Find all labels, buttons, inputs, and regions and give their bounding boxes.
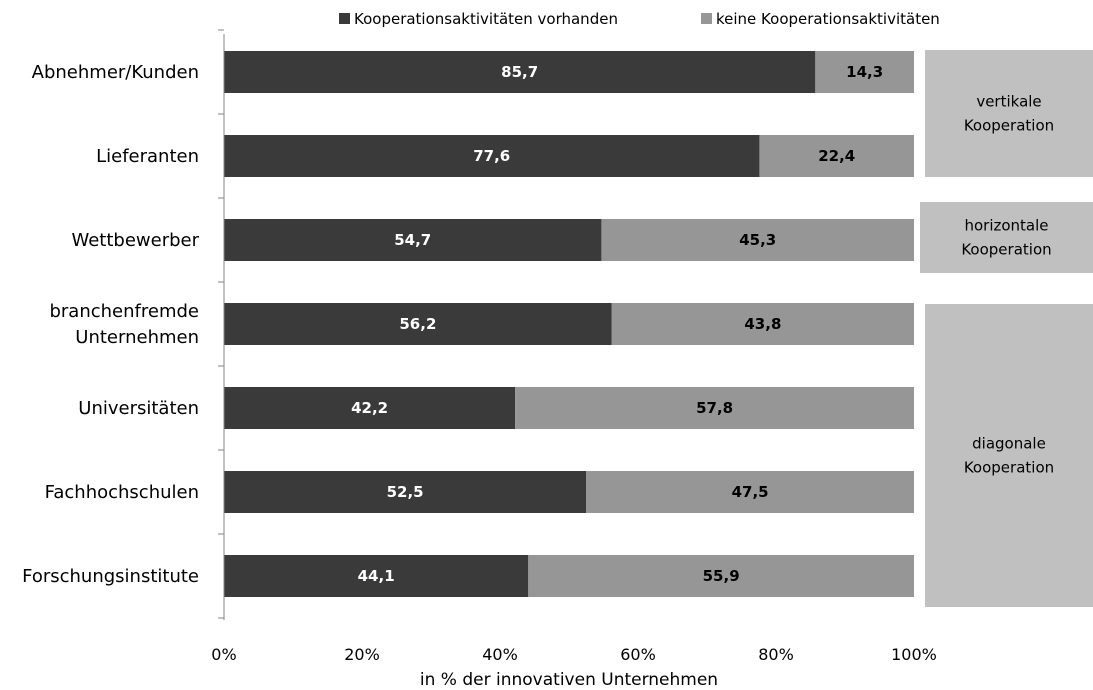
x-tick-label-2: 20%: [344, 645, 380, 664]
bar-7-series-2: [528, 555, 914, 597]
data-label-5-series-1: 42,2: [351, 399, 388, 417]
bar-1-series-2: [815, 51, 914, 93]
legend-label-1: Kooperationsaktivitäten vorhanden: [354, 10, 618, 28]
bars: 85,7 14,3 77,6 22,4 54,7 45,3 56,2 43,8 42,2 57,8…: [224, 51, 914, 597]
category-label-4-line-1: branchenfremde: [49, 301, 199, 322]
category-label-6: Fachhochschulen: [45, 482, 199, 503]
data-label-3-series-1: 54,7: [394, 231, 431, 249]
data-label-2-series-1: 77,6: [473, 147, 510, 165]
group-label-1-line-2: Kooperation: [964, 117, 1054, 135]
data-label-1-series-1: 85,7: [501, 63, 538, 81]
data-label-5-series-2: 57,8: [696, 399, 733, 417]
bar-3-series-2: [601, 219, 914, 261]
bar-5-series-2: [515, 387, 914, 429]
bar-7-series-1: [224, 555, 529, 597]
category-labels: Abnehmer/Kunden Lieferanten Wettbewerber br…: [22, 62, 199, 587]
category-label-4-line-2: Unternehmen: [75, 327, 199, 348]
group-label-3-line-1: diagonale: [972, 435, 1046, 453]
group-label-2-line-2: Kooperation: [961, 241, 1051, 259]
bar-5-series-1: [224, 387, 516, 429]
x-tick-label-1: 0%: [211, 645, 236, 664]
group-box-2: [920, 202, 1093, 273]
bar-2-series-2: [759, 135, 914, 177]
data-label-7-series-2: 55,9: [703, 567, 740, 585]
legend: Kooperationsaktivitäten vorhanden keine K…: [339, 10, 940, 28]
data-label-1-series-2: 14,3: [846, 63, 883, 81]
bar-4-series-2: [611, 303, 914, 345]
x-tick-label-5: 80%: [758, 645, 794, 664]
bar-6-series-1: [224, 471, 587, 513]
legend-label-2: keine Kooperationsaktivitäten: [716, 10, 940, 28]
x-tick-label-3: 40%: [482, 645, 518, 664]
group-boxes: vertikale Kooperation horizontale Kooperati…: [920, 50, 1093, 607]
data-label-2-series-2: 22,4: [818, 147, 855, 165]
bar-1-series-1: [224, 51, 816, 93]
category-label-2: Lieferanten: [96, 146, 199, 167]
group-box-3: [925, 304, 1093, 607]
bar-3-series-1: [224, 219, 602, 261]
category-label-7: Forschungsinstitute: [22, 566, 199, 587]
group-box-1: [925, 50, 1093, 177]
data-label-7-series-1: 44,1: [358, 567, 395, 585]
data-label-6-series-1: 52,5: [387, 483, 424, 501]
category-label-1: Abnehmer/Kunden: [32, 62, 199, 83]
data-label-6-series-2: 47,5: [732, 483, 769, 501]
group-label-1-line-1: vertikale: [976, 93, 1041, 111]
x-axis-title: in % der innovativen Unternehmen: [420, 670, 718, 690]
data-label-4-series-2: 43,8: [744, 315, 781, 333]
legend-swatch-1: [339, 13, 350, 24]
bar-6-series-2: [586, 471, 914, 513]
group-label-2-line-1: horizontale: [964, 217, 1048, 235]
x-tick-label-6: 100%: [891, 645, 937, 664]
bar-2-series-1: [224, 135, 760, 177]
bar-4-series-1: [224, 303, 612, 345]
category-label-3: Wettbewerber: [71, 230, 199, 251]
category-label-5: Universitäten: [78, 398, 199, 419]
axes: 0% 20% 40% 60% 80% 100% in % der innovativen U…: [211, 29, 937, 690]
legend-swatch-2: [701, 13, 712, 24]
data-label-3-series-2: 45,3: [739, 231, 776, 249]
x-tick-label-4: 60%: [620, 645, 656, 664]
group-label-3-line-2: Kooperation: [964, 459, 1054, 477]
data-label-4-series-1: 56,2: [399, 315, 436, 333]
